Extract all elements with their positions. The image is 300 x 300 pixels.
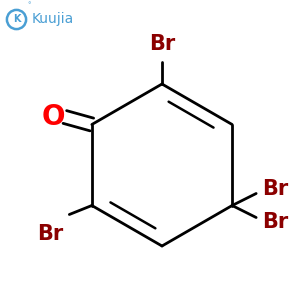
Text: Br: Br [262, 212, 288, 232]
Text: Br: Br [37, 224, 63, 244]
Text: Br: Br [262, 179, 288, 199]
Text: K: K [13, 14, 20, 25]
Text: O: O [42, 103, 65, 131]
Text: °: ° [28, 2, 31, 8]
Text: Kuujia: Kuujia [32, 13, 74, 26]
Text: Br: Br [149, 34, 175, 54]
